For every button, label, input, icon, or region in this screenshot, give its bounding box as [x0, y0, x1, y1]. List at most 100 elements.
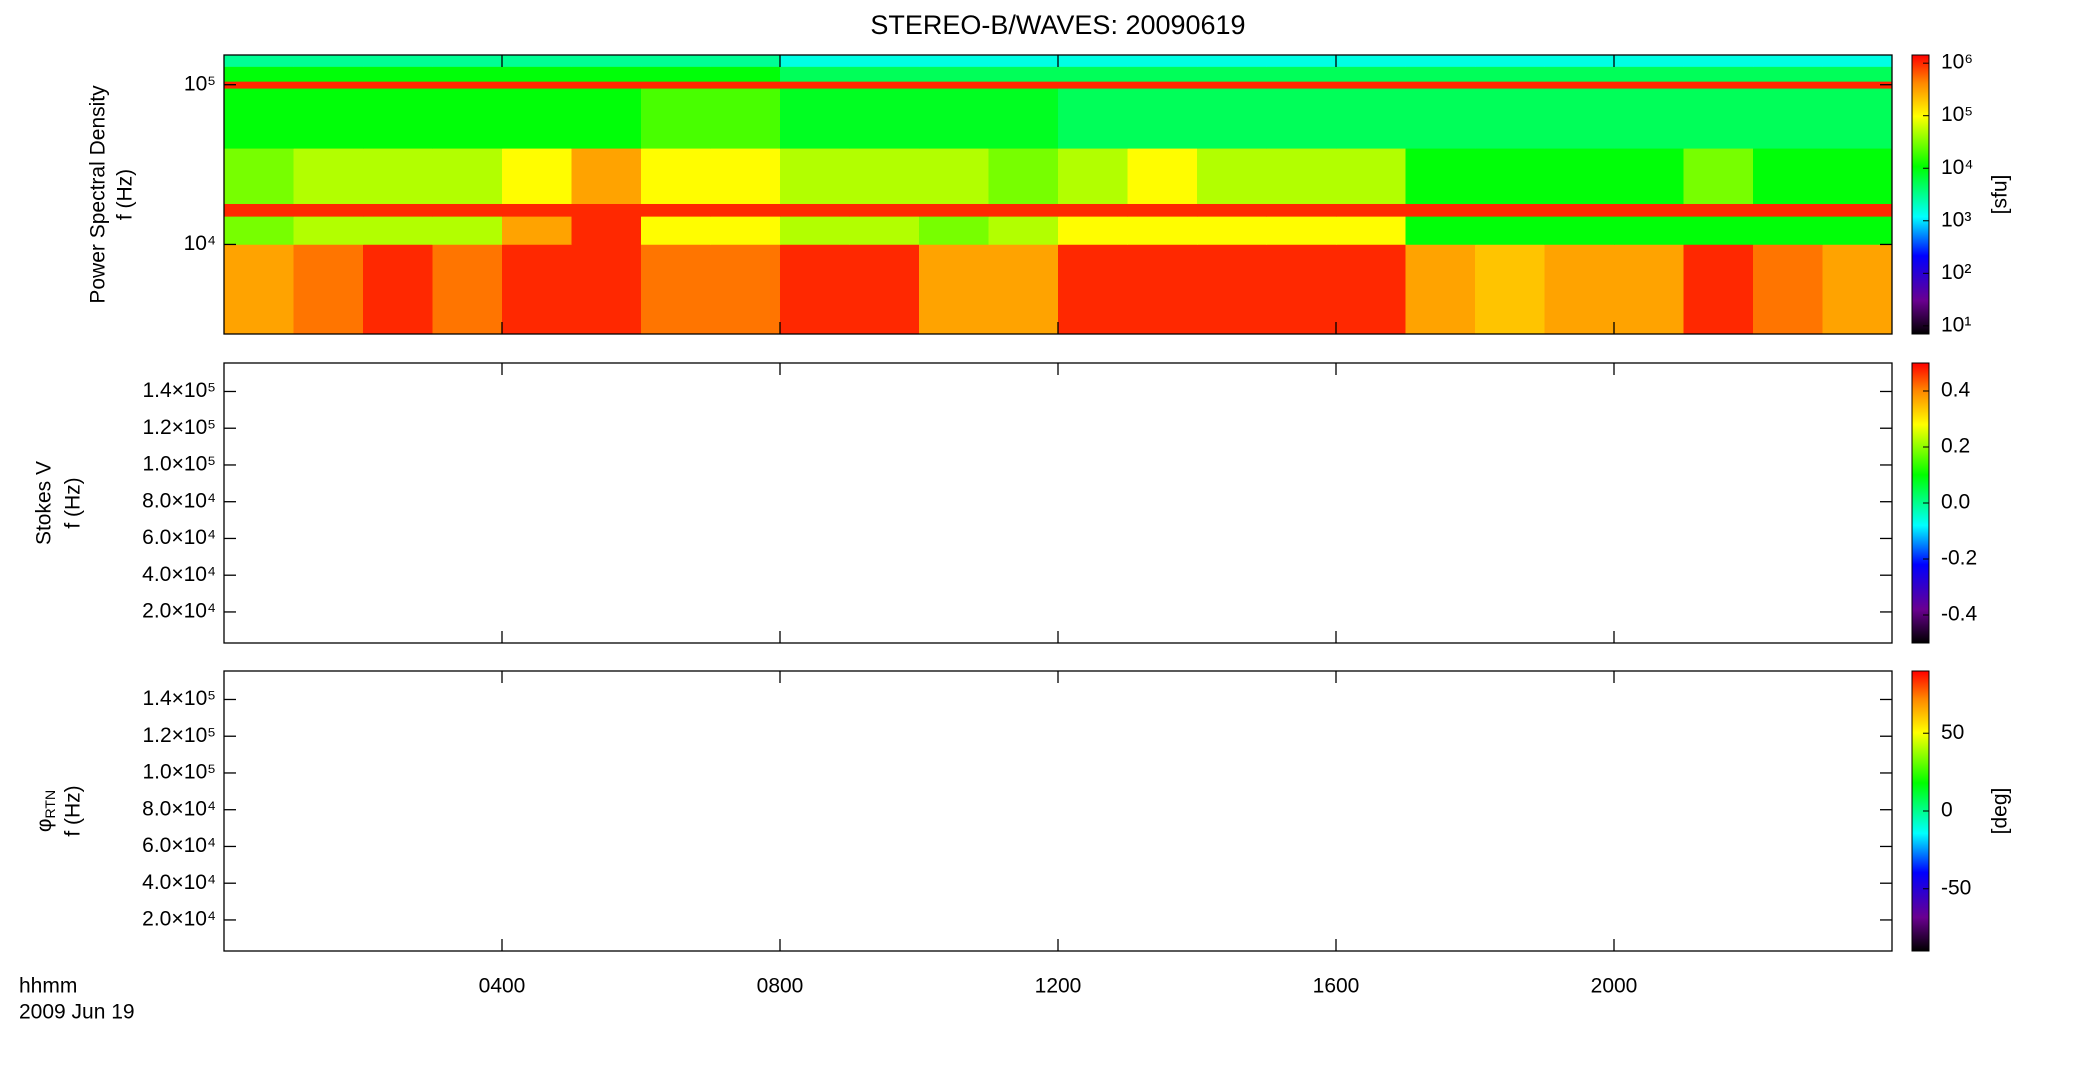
colorbar-tick-label: 10³ — [1941, 208, 1971, 231]
spectrogram-cell — [710, 203, 781, 217]
chart-title: STEREO-B/WAVES: 20090619 — [870, 10, 1245, 40]
spectrogram-cell — [1475, 203, 1545, 217]
y-tick-label: 1.0×10⁵ — [142, 453, 216, 476]
spectrogram-cell — [1475, 66, 1545, 82]
spectrogram-cell — [224, 81, 294, 89]
spectrogram-cell — [641, 244, 711, 335]
spectrogram-cell — [224, 88, 294, 149]
y-tick-label: 10⁴ — [184, 232, 216, 255]
spectrogram-cell — [1058, 216, 1128, 245]
spectrogram-cell — [988, 55, 1059, 67]
spectrogram-cell — [1336, 66, 1406, 82]
spectrogram-cell — [1683, 148, 1754, 204]
spectrogram-cell — [1822, 55, 1893, 67]
spectrogram-cell — [224, 148, 294, 204]
spectrogram-cell — [224, 216, 294, 245]
spectrogram-cell — [1405, 81, 1476, 89]
x-tick-label: 1200 — [1035, 975, 1082, 998]
spectrogram-cell — [224, 66, 294, 82]
spectrogram-cell — [1336, 88, 1406, 149]
colorbar-tick-label: 10⁵ — [1941, 103, 1973, 126]
spectrogram-cell — [1822, 244, 1893, 335]
spectrogram-cell — [1683, 244, 1754, 335]
spectrogram-cell — [293, 81, 364, 89]
colorbar-tick-label: -0.4 — [1941, 603, 1978, 626]
spectrogram-cell — [919, 66, 989, 82]
spectrogram-cell — [641, 66, 711, 82]
spectrogram-cell — [363, 216, 433, 245]
spectrogram-cell — [363, 81, 433, 89]
spectrogram-cell — [1683, 203, 1754, 217]
x-tick-label: 2000 — [1591, 975, 1638, 998]
spectrogram-cell — [571, 55, 642, 67]
spectrogram-cell — [1336, 216, 1406, 245]
spectrogram-cell — [988, 203, 1059, 217]
spectrogram-cell — [1544, 66, 1615, 82]
x-tick-label: 0800 — [757, 975, 804, 998]
spectrogram-cell — [1266, 88, 1337, 149]
spectrogram-cell — [988, 244, 1059, 335]
spectrogram-cell — [641, 81, 711, 89]
spectrogram-cell — [363, 203, 433, 217]
spectrogram-cell — [1614, 55, 1684, 67]
spectrogram-cell — [988, 81, 1059, 89]
spectrogram-cell — [710, 81, 781, 89]
spectrogram-cell — [1336, 148, 1406, 204]
spectrogram-cell — [1753, 244, 1823, 335]
spectrogram-cell — [1405, 55, 1476, 67]
spectrogram-cell — [1197, 66, 1267, 82]
y-tick-label: 1.0×10⁵ — [142, 761, 216, 784]
spectrogram-cell — [1753, 203, 1823, 217]
spectrogram-cell — [919, 55, 989, 67]
x-axis-label: hhmm — [19, 975, 77, 998]
spectrogram-cell — [502, 88, 572, 149]
spectrogram-cell — [363, 66, 433, 82]
y-tick-label: 8.0×10⁴ — [142, 797, 216, 820]
spectrogram-cell — [1753, 66, 1823, 82]
spectrogram-cell — [1127, 66, 1198, 82]
spectrogram-cell — [780, 148, 850, 204]
colorbar-tick-label: 0.2 — [1941, 435, 1970, 458]
spectrogram-cell — [1266, 244, 1337, 335]
spectrogram-cell — [710, 244, 781, 335]
spectrogram-cell — [432, 148, 503, 204]
spectrogram-cell — [1336, 203, 1406, 217]
colorbar — [1911, 54, 1930, 335]
y-tick-label: 1.2×10⁵ — [142, 416, 216, 439]
spectrogram-cell — [988, 88, 1059, 149]
spectrogram-cell — [1127, 81, 1198, 89]
spectrogram-cell — [849, 244, 920, 335]
spectrogram-cell — [1266, 148, 1337, 204]
spectrogram-cell — [1197, 148, 1267, 204]
spectrogram-cell — [1405, 88, 1476, 149]
colorbar-tick-label: -0.2 — [1941, 547, 1977, 570]
spectrogram-cell — [1683, 81, 1754, 89]
spectrogram-cell — [988, 66, 1059, 82]
spectrogram-cell — [1475, 88, 1545, 149]
spectrogram-cell — [1753, 81, 1823, 89]
spectrogram-cell — [363, 88, 433, 149]
spectrogram-cell — [1475, 81, 1545, 89]
y-tick-label: 2.0×10⁴ — [142, 907, 216, 930]
y-tick-label: 1.4×10⁵ — [142, 687, 216, 710]
colorbar-tick-label: 0.4 — [1941, 379, 1971, 402]
spectrogram-cell — [710, 216, 781, 245]
spectrogram-cell — [1753, 55, 1823, 67]
colorbar-label: [deg] — [1989, 788, 2012, 835]
spectrogram-cell — [780, 88, 850, 149]
spectrogram-cell — [502, 148, 572, 204]
spectrogram-cell — [1058, 88, 1128, 149]
spectrogram-cell — [571, 148, 642, 204]
spectrogram-cell — [571, 88, 642, 149]
spectrogram-cell — [1475, 55, 1545, 67]
spectrogram-cell — [1614, 216, 1684, 245]
spectrogram-cell — [1822, 88, 1893, 149]
spectrogram-cell — [1475, 244, 1545, 335]
y-label-symbol: φ — [33, 818, 56, 832]
y-tick-label: 8.0×10⁴ — [142, 489, 216, 512]
spectrogram-cell — [1822, 203, 1893, 217]
spectrogram-cell — [432, 216, 503, 245]
spectrogram-cell — [919, 216, 989, 245]
spectrogram-cell — [1683, 66, 1754, 82]
spectrogram-cell — [1822, 66, 1893, 82]
